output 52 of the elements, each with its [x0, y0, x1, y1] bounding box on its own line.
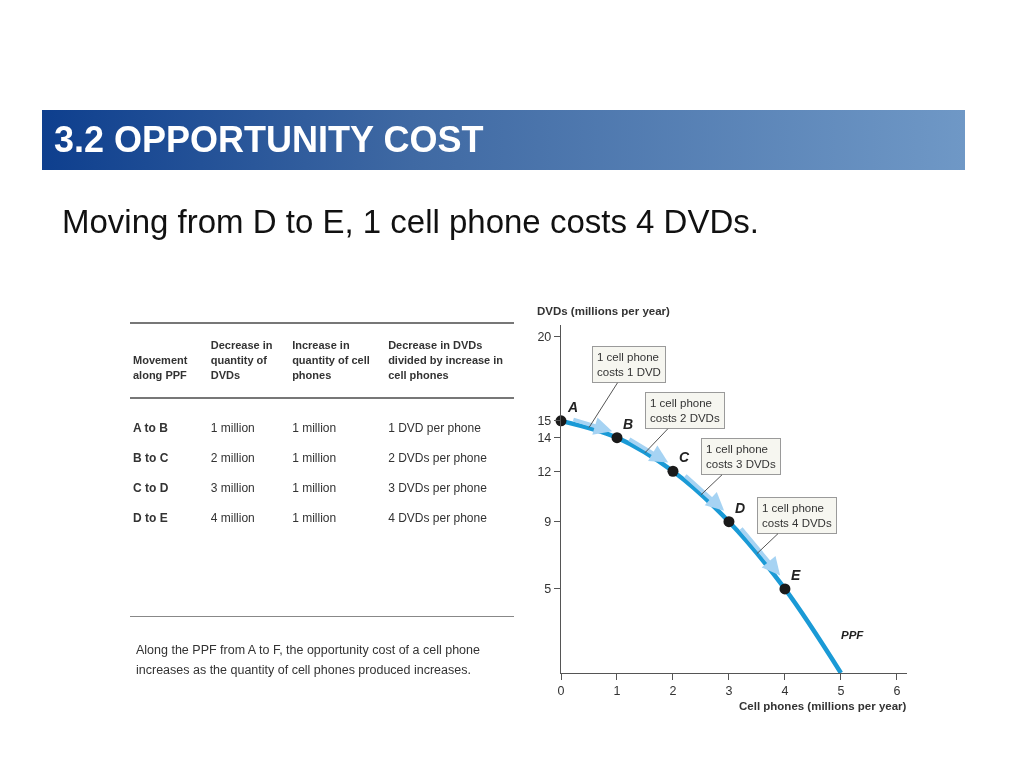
point	[611, 432, 623, 444]
x-axis-title: Cell phones (millions per year)	[739, 700, 907, 712]
annotation: 1 cell phone costs 3 DVDs	[706, 443, 776, 470]
text: Increase in quantity of cell phones	[289, 323, 386, 398]
point	[723, 516, 735, 528]
y-tick-label: 9	[544, 515, 552, 530]
text: 2 DVDs per phone	[387, 450, 488, 467]
x-tick-label: 4	[781, 684, 789, 699]
text: Movement along PPF	[130, 323, 208, 398]
text: C to D	[132, 480, 170, 497]
y-tick-label: 12	[537, 464, 552, 479]
text: A to B	[132, 420, 169, 437]
text: 3 DVDs per phone	[387, 480, 488, 497]
text: Decrease in quantity of DVDs	[207, 323, 290, 398]
text: Moving from D to E, 1 cell phone costs 4 DVDs.	[62, 203, 759, 241]
y-tick-label: 5	[544, 582, 552, 597]
text: 2 million	[209, 450, 256, 467]
y-axis-title: DVDs (millions per year)	[537, 305, 671, 317]
text: Decrease in DVDs divided by increase in cell phones	[385, 323, 514, 398]
text: 1 million	[291, 450, 338, 467]
point	[667, 465, 679, 477]
text: Along the PPF from A to F, the opportunity cost of a cell phone increases as the quantity of cell phones produced increases.	[136, 642, 481, 679]
x-tick-label: 2	[669, 684, 677, 699]
x-tick-label: 5	[837, 684, 845, 699]
y-tick-label: 14	[537, 431, 552, 446]
annotation: B	[623, 416, 634, 432]
text: 4 million	[209, 510, 256, 527]
text: B to C	[132, 450, 170, 467]
y-tick-label: 20	[537, 330, 552, 345]
series-label: PPF	[841, 629, 865, 641]
annotation: 1 cell phone costs 2 DVDs	[650, 397, 720, 424]
text: 1 DVD per phone	[387, 420, 482, 437]
y-tick-label: 15	[537, 414, 552, 429]
x-tick-label: 3	[725, 684, 733, 699]
point	[779, 583, 791, 595]
text: D to E	[132, 510, 169, 527]
text: 1 million	[209, 420, 256, 437]
text: 4 DVDs per phone	[387, 510, 488, 527]
annotation: A	[567, 399, 579, 415]
x-tick-label: 6	[893, 684, 901, 699]
text: 1 million	[291, 480, 338, 497]
text: 3 million	[209, 480, 256, 497]
text: 1 million	[291, 420, 338, 437]
text: 3.2 OPPORTUNITY COST	[54, 118, 484, 162]
annotation: D	[735, 500, 746, 516]
annotation: C	[679, 449, 690, 465]
x-tick-label: 1	[613, 684, 621, 699]
annotation: 1 cell phone costs 4 DVDs	[762, 502, 832, 529]
annotation: E	[791, 567, 801, 583]
annotation: 1 cell phone costs 1 DVD	[597, 351, 661, 378]
x-tick-label: 0	[557, 684, 565, 699]
text: 1 million	[291, 510, 338, 527]
